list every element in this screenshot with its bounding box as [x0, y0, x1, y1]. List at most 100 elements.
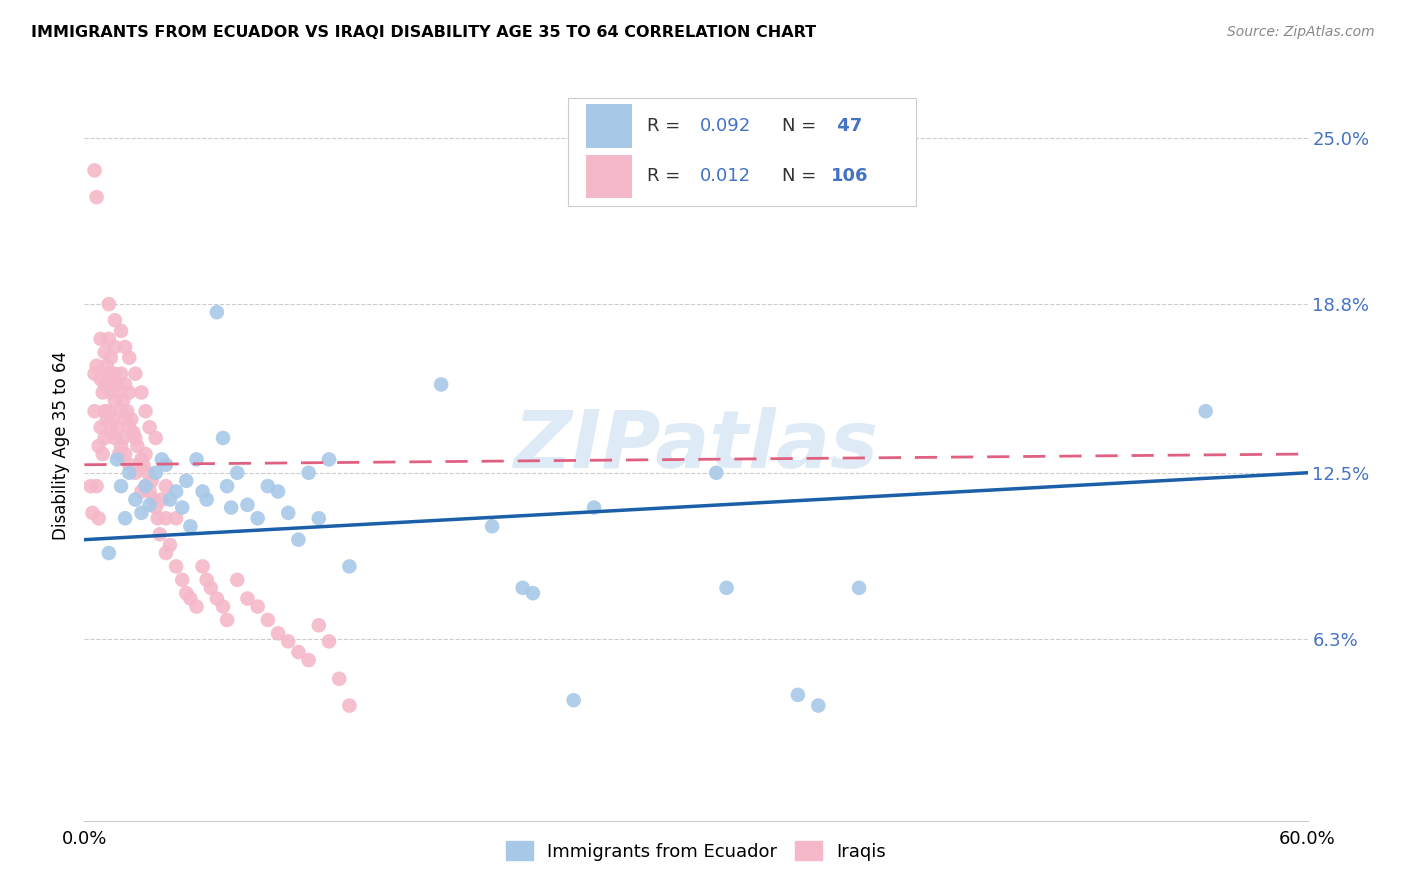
Point — [308, 618, 330, 632]
Point — [165, 511, 187, 525]
Point — [145, 500, 167, 515]
Point — [318, 634, 340, 648]
Point — [308, 511, 330, 525]
Point — [787, 688, 810, 702]
Point — [127, 439, 149, 453]
Text: N =: N = — [782, 168, 821, 186]
Text: 0.012: 0.012 — [700, 168, 751, 186]
Point — [118, 458, 141, 472]
Point — [267, 626, 290, 640]
Point — [138, 420, 160, 434]
Point — [277, 506, 299, 520]
Point — [141, 474, 163, 488]
Point — [142, 492, 165, 507]
Point — [124, 431, 146, 445]
Point — [100, 351, 122, 365]
Point — [110, 439, 132, 453]
Point — [97, 404, 120, 418]
Point — [246, 511, 269, 525]
Point — [583, 500, 606, 515]
Point — [328, 672, 350, 686]
Point — [179, 591, 201, 606]
Point — [287, 645, 309, 659]
Point — [562, 693, 585, 707]
Point — [132, 458, 155, 472]
Bar — [586, 154, 633, 198]
Point — [848, 581, 870, 595]
Point — [124, 492, 146, 507]
Point — [97, 332, 120, 346]
Point — [93, 431, 115, 445]
Point — [83, 163, 105, 178]
Point — [93, 377, 115, 392]
Point — [87, 511, 110, 525]
Point — [155, 546, 177, 560]
Point — [112, 431, 135, 445]
Point — [86, 190, 108, 204]
Point — [195, 573, 218, 587]
Point — [118, 385, 141, 400]
Point — [110, 404, 132, 418]
Point — [150, 492, 173, 507]
Point — [120, 412, 142, 426]
FancyBboxPatch shape — [568, 97, 917, 206]
Point — [131, 452, 153, 467]
Point — [97, 546, 120, 560]
Point — [114, 340, 136, 354]
Y-axis label: Disability Age 35 to 64: Disability Age 35 to 64 — [52, 351, 70, 541]
Point — [124, 466, 146, 480]
Point — [155, 458, 177, 472]
Point — [83, 404, 105, 418]
Point — [159, 492, 181, 507]
Point — [87, 439, 110, 453]
Point — [298, 466, 321, 480]
Point — [79, 479, 101, 493]
Point — [236, 498, 259, 512]
Point — [155, 479, 177, 493]
Point — [110, 479, 132, 493]
Point — [191, 484, 214, 499]
Point — [83, 367, 105, 381]
Point — [212, 431, 235, 445]
Point — [212, 599, 235, 614]
Point — [118, 420, 141, 434]
Text: R =: R = — [647, 117, 686, 135]
Point — [124, 367, 146, 381]
Point — [191, 559, 214, 574]
Point — [145, 431, 167, 445]
Bar — [586, 104, 633, 148]
Point — [155, 511, 177, 525]
Point — [522, 586, 544, 600]
Point — [104, 393, 127, 408]
Text: 47: 47 — [831, 117, 862, 135]
Point — [82, 506, 104, 520]
Point — [267, 484, 290, 499]
Point — [114, 511, 136, 525]
Point — [101, 377, 124, 392]
Point — [706, 466, 728, 480]
Point — [93, 345, 115, 359]
Point — [93, 404, 115, 418]
Point — [186, 452, 208, 467]
Point — [104, 431, 127, 445]
Point — [114, 447, 136, 461]
Text: 106: 106 — [831, 168, 868, 186]
Point — [105, 420, 128, 434]
Point — [430, 377, 453, 392]
Point — [186, 599, 208, 614]
Point — [138, 484, 160, 499]
Point — [118, 351, 141, 365]
Point — [96, 412, 118, 426]
Text: 0.092: 0.092 — [700, 117, 751, 135]
Point — [86, 359, 108, 373]
Point — [150, 452, 173, 467]
Point — [114, 412, 136, 426]
Point — [135, 479, 157, 493]
Point — [165, 484, 187, 499]
Point — [105, 452, 128, 467]
Point — [110, 324, 132, 338]
Point — [205, 591, 228, 606]
Point — [91, 447, 114, 461]
Point — [165, 559, 187, 574]
Point — [716, 581, 738, 595]
